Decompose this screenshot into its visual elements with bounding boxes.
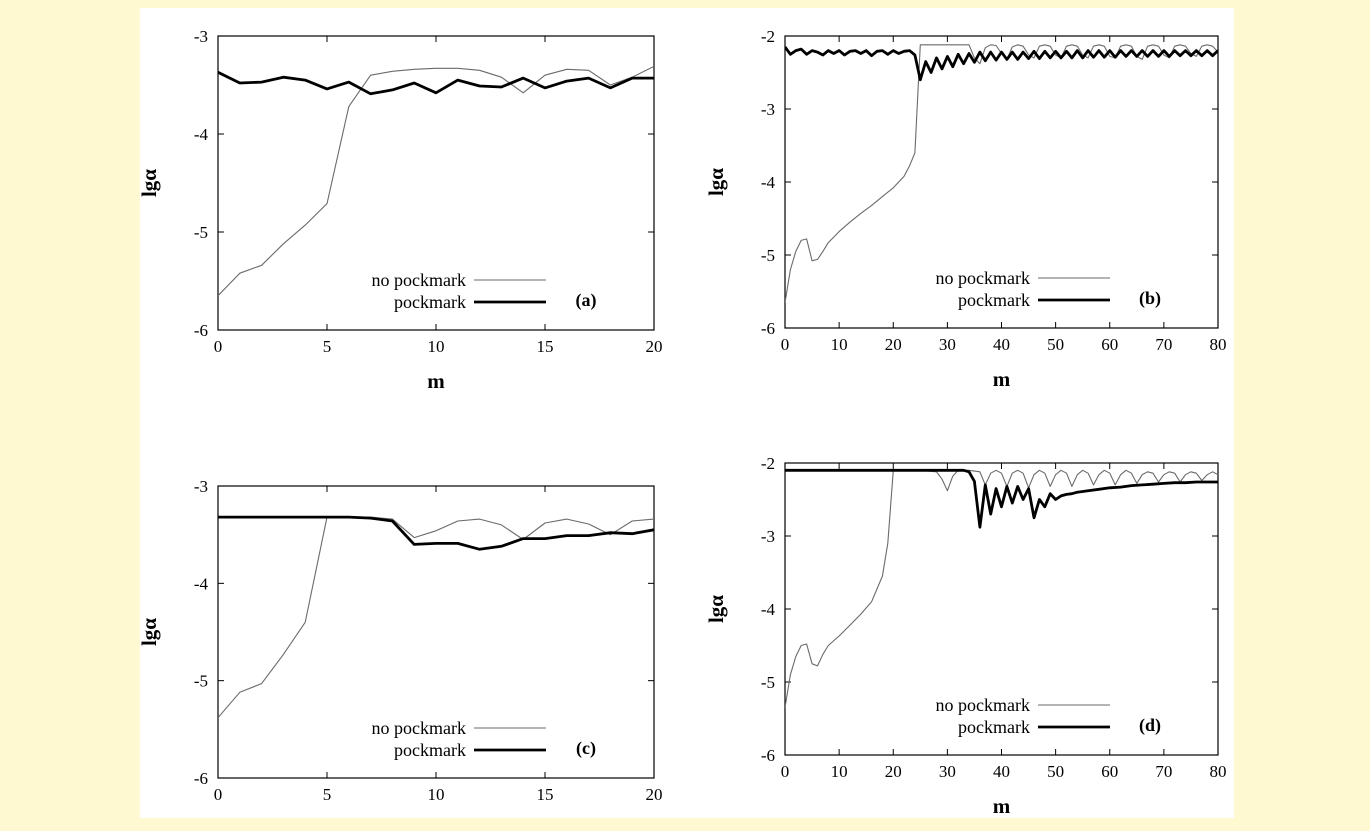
figure-area: 0 5 10 15 20 -3 -4 -5 -6 m lgα no pockmark pockmark(… [140, 8, 1234, 818]
y-tick-label: -2 [761, 454, 775, 473]
y-tick-label: -4 [761, 600, 776, 619]
y-tick-label: -6 [194, 769, 208, 788]
x-tick-label: 0 [781, 335, 790, 354]
x-tick-label: 30 [939, 762, 956, 781]
series-line-no-pockmark [218, 65, 654, 297]
x-axis-title: m [427, 369, 445, 393]
x-tick-label: 0 [214, 785, 223, 804]
y-tick-label: -3 [761, 527, 775, 546]
y-tick-label: -4 [194, 574, 209, 593]
x-tick-label: 70 [1155, 335, 1172, 354]
y-tick-label: -4 [761, 173, 776, 192]
panel-label: (c) [576, 738, 596, 759]
y-tick-label: -6 [761, 746, 775, 765]
x-axis-title: m [427, 817, 445, 818]
x-tick-label: 30 [939, 335, 956, 354]
y-tick-label: -2 [761, 27, 775, 46]
legend-label: no pockmark [936, 268, 1030, 288]
legend-label: no pockmark [372, 718, 466, 738]
x-tick-label: 60 [1101, 762, 1118, 781]
panel-label: (d) [1139, 715, 1161, 736]
x-tick-label: 0 [781, 762, 790, 781]
legend-label: pockmark [394, 292, 466, 312]
series-line-pockmark [218, 515, 654, 551]
x-axis-title: m [993, 794, 1011, 818]
x-tick-label: 15 [537, 785, 554, 804]
y-tick-label: -3 [194, 27, 208, 46]
x-tick-label: 50 [1047, 762, 1064, 781]
chart-panel-d: 0 10 20 30 40 50 60 70 80 -2 -3 -4 -5 -6 m lgα no pockma… [704, 454, 1227, 818]
series-line-pockmark [218, 71, 654, 96]
x-tick-label: 60 [1101, 335, 1118, 354]
x-tick-label: 20 [885, 335, 902, 354]
x-tick-label: 5 [323, 337, 332, 356]
x-tick-label: 70 [1155, 762, 1172, 781]
x-tick-label: 20 [646, 337, 663, 356]
chart-panel-b: 0 10 20 30 40 50 60 70 80 -2 -3 -4 -5 -6 m lgα no pockma… [704, 27, 1227, 391]
x-tick-label: 40 [993, 335, 1010, 354]
x-tick-label: 10 [831, 335, 848, 354]
x-tick-label: 15 [537, 337, 554, 356]
y-tick-label: -3 [761, 100, 775, 119]
x-tick-label: 80 [1210, 335, 1227, 354]
x-axis-title: m [993, 367, 1011, 391]
x-tick-label: 80 [1210, 762, 1227, 781]
x-tick-label: 40 [993, 762, 1010, 781]
x-tick-label: 10 [428, 785, 445, 804]
legend-label: pockmark [958, 717, 1030, 737]
series-line-pockmark [785, 468, 1218, 529]
x-tick-label: 20 [646, 785, 663, 804]
series-line-no-pockmark [785, 44, 1218, 303]
y-tick-label: -6 [761, 319, 775, 338]
x-tick-label: 20 [885, 762, 902, 781]
y-tick-label: -5 [194, 672, 208, 691]
x-tick-label: 5 [323, 785, 332, 804]
series-line-no-pockmark [785, 469, 1218, 708]
x-tick-label: 50 [1047, 335, 1064, 354]
y-tick-label: -5 [194, 223, 208, 242]
y-tick-label: -5 [761, 246, 775, 265]
legend-label: pockmark [958, 290, 1030, 310]
legend-label: no pockmark [372, 270, 466, 290]
x-tick-label: 10 [428, 337, 445, 356]
y-tick-label: -3 [194, 477, 208, 496]
panel-label: (b) [1139, 288, 1161, 309]
y-tick-label: -5 [761, 673, 775, 692]
y-tick-label: -6 [194, 321, 208, 340]
legend-label: pockmark [394, 740, 466, 760]
panel-label: (a) [576, 290, 597, 311]
y-axis-title: lgα [140, 169, 161, 197]
x-tick-label: 10 [831, 762, 848, 781]
y-axis-title: lgα [704, 168, 728, 196]
y-axis-title: lgα [704, 595, 728, 623]
series-line-no-pockmark [218, 516, 654, 719]
legend-label: no pockmark [936, 695, 1030, 715]
y-tick-label: -4 [194, 125, 209, 144]
x-tick-label: 0 [214, 337, 223, 356]
series-line-pockmark [785, 46, 1218, 82]
y-axis-title: lgα [140, 618, 161, 646]
